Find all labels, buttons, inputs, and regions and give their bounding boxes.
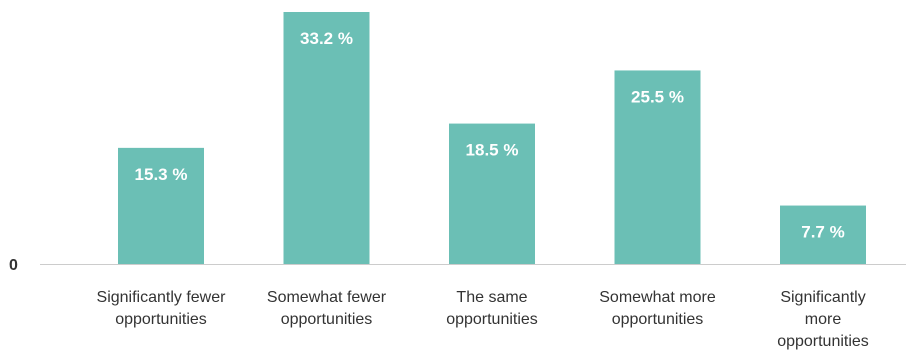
bar-value-label-4: 25.5 %	[631, 87, 684, 106]
category-label-1: Significantly fewer opportunities	[97, 289, 227, 328]
category-label-4: Somewhat more opportunities	[599, 289, 716, 328]
category-label-3-line-1: The same	[456, 289, 527, 306]
category-label-3-line-2: opportunities	[446, 311, 538, 328]
category-labels-group: Significantly fewer opportunitiesSomewhat…	[97, 289, 869, 350]
bar-value-label-1: 15.3 %	[135, 165, 188, 184]
bar-4	[614, 70, 701, 264]
bar-2	[283, 12, 370, 264]
category-label-3: The same opportunities	[446, 289, 538, 328]
category-label-5-line-1: Significantly	[780, 289, 865, 306]
bar-5	[780, 205, 866, 264]
category-label-1-line-1: Significantly fewer	[97, 289, 227, 306]
category-label-1-line-2: opportunities	[115, 311, 207, 328]
bar-3	[449, 123, 535, 265]
category-label-4-line-2: opportunities	[612, 311, 704, 328]
category-label-5-line-2: more	[805, 311, 842, 328]
bars-group	[118, 12, 866, 265]
bar-value-label-3: 18.5 %	[466, 141, 519, 160]
bar-value-label-2: 33.2 %	[300, 29, 353, 48]
category-label-2: Somewhat fewer opportunities	[267, 289, 387, 328]
value-labels-group: 15.3 % 33.2 % 18.5 % 25.5 % 7.7 %	[135, 29, 845, 242]
y-axis-zero-tick-label: 0	[9, 257, 18, 274]
bar-value-label-5: 7.7 %	[801, 223, 844, 242]
category-label-5-line-3: opportunities	[777, 333, 869, 350]
category-label-2-line-1: Somewhat fewer	[267, 289, 387, 306]
category-label-4-line-1: Somewhat more	[599, 289, 716, 306]
category-label-2-line-2: opportunities	[281, 311, 373, 328]
bar-1	[118, 147, 204, 264]
category-label-5: Significantly more opportunities	[777, 289, 869, 350]
